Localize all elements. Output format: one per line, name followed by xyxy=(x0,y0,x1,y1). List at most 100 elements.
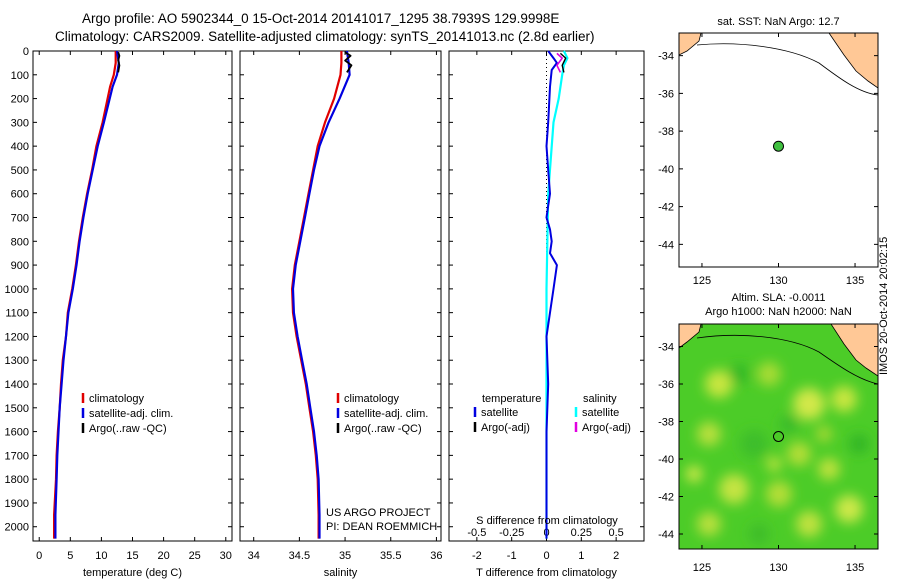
sla-lat-label: -34 xyxy=(658,342,674,354)
sla-lon-label: 135 xyxy=(846,562,864,574)
depth-tick-label: 800 xyxy=(11,236,29,248)
sla-anomaly-blob xyxy=(816,426,832,442)
sla-anomaly-blob xyxy=(793,388,825,420)
temp-legend-label: Argo(..raw -QC) xyxy=(89,423,167,435)
sla-anomaly-blob xyxy=(818,458,840,480)
sal-legend-label: Argo(..raw -QC) xyxy=(344,423,422,435)
difference-panel-xtick-label: 2 xyxy=(613,550,619,562)
sla-lat-label: -42 xyxy=(658,492,674,504)
temp-legend-label: satellite-adj. clim. xyxy=(89,408,173,420)
depth-tick-label: 1900 xyxy=(5,498,29,510)
depth-tick-label: 1400 xyxy=(5,379,29,391)
salinity-panel-xtick-label: 34.5 xyxy=(289,550,310,562)
sst-lon-label: 130 xyxy=(769,275,787,287)
imos-timestamp: IMOS 20-Oct-2014 20:02:15 xyxy=(878,236,890,375)
temperature-panel-frame xyxy=(32,50,233,542)
sla-anomaly-blob xyxy=(740,430,768,458)
temperature-panel-xtick-label: 5 xyxy=(67,550,73,562)
sla-anomaly-blob xyxy=(719,474,749,504)
sst-lat-label: -38 xyxy=(658,126,674,138)
diff-legend-sal-head: salinity xyxy=(583,393,617,405)
temperature-panel-xtick-label: 10 xyxy=(95,550,107,562)
temperature-panel-xtick-label: 0 xyxy=(36,550,42,562)
credit-line-1: US ARGO PROJECT xyxy=(326,507,431,519)
sal-diff-satellite-line xyxy=(545,50,569,539)
sla-anomaly-blob xyxy=(686,466,702,482)
sla-anomaly-blob xyxy=(796,511,822,537)
salinity-difference-label: S difference from climatology xyxy=(476,515,618,527)
temp-climatology-line xyxy=(52,51,117,539)
depth-tick-label: 1200 xyxy=(5,331,29,343)
difference-panel-xtick-label: -1 xyxy=(507,550,517,562)
sst-lat-label: -42 xyxy=(658,202,674,214)
salinity-panel-xtick-label: 35.5 xyxy=(380,550,401,562)
difference-xlabel: T difference from climatology xyxy=(476,567,617,579)
depth-tick-label: 1100 xyxy=(5,308,29,320)
sla-anomaly-blob xyxy=(831,386,857,412)
sst-lat-label: -36 xyxy=(658,88,674,100)
salinity-diff-tick-label: -0.25 xyxy=(499,527,524,539)
sla-lat-label: -44 xyxy=(658,529,674,541)
diff-legend-sal-label: Argo(-adj) xyxy=(582,422,631,434)
sla-anomaly-blob xyxy=(849,434,869,454)
title-line-1: Argo profile: AO 5902344_0 15-Oct-2014 2… xyxy=(82,11,560,26)
sst-lat-label: -40 xyxy=(658,164,674,176)
temperature-panel-xtick-label: 15 xyxy=(126,550,138,562)
sla-lon-label: 130 xyxy=(769,562,787,574)
temperature-panel-xtick-label: 25 xyxy=(189,550,201,562)
sla-anomaly-blob xyxy=(705,370,733,398)
sla-land-east xyxy=(830,324,878,377)
sla-anomaly-blob xyxy=(780,415,798,433)
sla-anomaly-blob xyxy=(835,495,863,523)
temp-legend-label: climatology xyxy=(89,393,145,405)
depth-tick-label: 600 xyxy=(11,189,29,201)
sal-argo-line xyxy=(344,51,353,73)
temp-diff-argo-line xyxy=(559,52,567,73)
depth-tick-label: 700 xyxy=(11,213,29,225)
depth-tick-label: 900 xyxy=(11,260,29,272)
sal-legend-label: climatology xyxy=(344,393,400,405)
depth-tick-label: 200 xyxy=(11,94,29,106)
difference-panel-xtick-label: 1 xyxy=(578,550,584,562)
sla-lat-label: -36 xyxy=(658,379,674,391)
difference-panel-xtick-label: -2 xyxy=(472,550,482,562)
sla-lon-label: 125 xyxy=(693,562,711,574)
difference-panel-xtick-label: 0 xyxy=(543,550,549,562)
depth-tick-label: 300 xyxy=(11,117,29,129)
sst-lat-label: -34 xyxy=(658,51,674,63)
diff-legend-sal-label: satellite xyxy=(582,407,619,419)
temperature-xlabel: temperature (deg C) xyxy=(83,567,182,579)
depth-tick-label: 400 xyxy=(11,141,29,153)
title-line-2: Climatology: CARS2009. Satellite-adjuste… xyxy=(55,29,595,44)
depth-tick-label: 100 xyxy=(11,70,29,82)
sal-satellite-line xyxy=(291,50,351,539)
sal-legend-label: satellite-adj. clim. xyxy=(344,408,428,420)
depth-tick-label: 1000 xyxy=(5,284,29,296)
diff-legend-temp-label: Argo(-adj) xyxy=(481,422,530,434)
sal-diff-argo-line xyxy=(556,52,564,73)
sla-anomaly-blob xyxy=(729,364,749,384)
salinity-panel-xtick-label: 34 xyxy=(248,550,260,562)
sla-map-title-1: Altim. SLA: -0.0011 xyxy=(732,292,826,304)
salinity-panel-xtick-label: 35 xyxy=(339,550,351,562)
depth-tick-label: 2000 xyxy=(5,522,29,534)
sst-shelf-contour xyxy=(696,43,879,96)
sst-map-title: sat. SST: NaN Argo: 12.7 xyxy=(717,16,839,28)
depth-tick-label: 1800 xyxy=(5,474,29,486)
sla-anomaly-blob xyxy=(749,524,769,544)
salinity-diff-tick-label: 0.5 xyxy=(608,527,623,539)
depth-tick-label: 500 xyxy=(11,165,29,177)
temp-satellite-line xyxy=(54,50,120,539)
sst-argo-marker xyxy=(773,140,784,152)
temperature-panel-xtick-label: 20 xyxy=(157,550,169,562)
sla-lat-label: -38 xyxy=(658,417,674,429)
depth-tick-label: 1600 xyxy=(5,427,29,439)
sla-land-west xyxy=(679,324,702,349)
salinity-panel-frame xyxy=(239,50,442,542)
sla-anomaly-blob xyxy=(767,457,781,471)
sla-map-title-2: Argo h1000: NaN h2000: NaN xyxy=(705,306,852,318)
sla-anomaly-blob xyxy=(757,362,781,386)
sla-blobs xyxy=(686,362,869,544)
salinity-xlabel: salinity xyxy=(324,567,358,579)
